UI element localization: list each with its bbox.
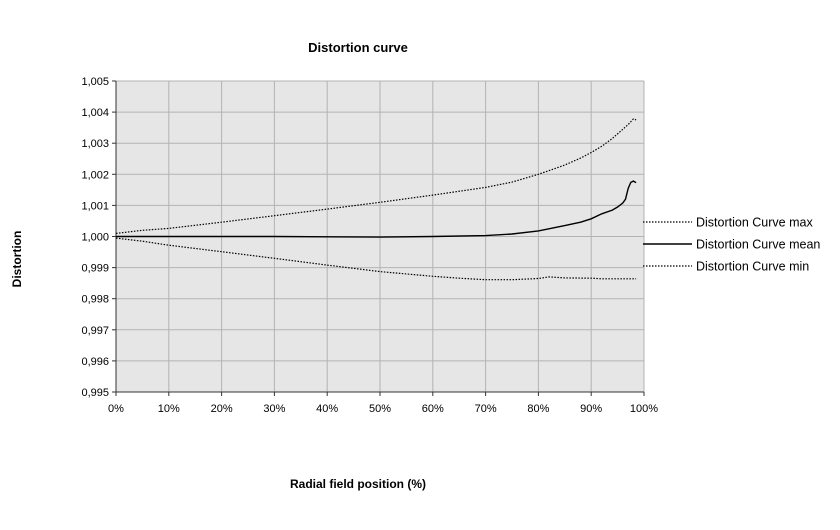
y-tick-label: 1,004	[81, 107, 109, 119]
y-tick-label: 0,995	[81, 387, 109, 399]
grid	[112, 80, 645, 396]
x-tick-label: 30%	[263, 403, 285, 415]
legend-label: Distortion Curve min	[696, 260, 809, 274]
y-axis-title: Distortion	[10, 231, 24, 288]
chart-title: Distortion curve	[308, 40, 408, 55]
x-axis-title: Radial field position (%)	[290, 477, 426, 491]
x-tick-label: 90%	[580, 403, 602, 415]
y-tick-label: 1,005	[81, 76, 109, 88]
y-tick-label: 0,998	[81, 294, 109, 306]
x-tick-label: 0%	[108, 403, 124, 415]
y-tick-label: 1,003	[81, 138, 109, 150]
series-line-1	[115, 118, 637, 234]
x-tick-label: 80%	[527, 403, 549, 415]
y-tick-label: 1,001	[81, 200, 109, 212]
series-line-2	[116, 180, 637, 238]
x-tick-label: 100%	[630, 403, 658, 415]
x-tick-label: 50%	[369, 403, 391, 415]
y-tick-label: 1,000	[81, 232, 109, 244]
x-tick-labels: 0% 10% 20% 30% 40% 50% 60% 70% 80% 90% 100%	[108, 403, 658, 415]
y-tick-label: 1,002	[81, 169, 109, 181]
x-tick-label: 20%	[211, 403, 233, 415]
legend-label: Distortion Curve mean	[696, 238, 820, 252]
legend: Distortion Curve max Distortion Curve mea…	[643, 216, 820, 274]
y-tick-label: 0,999	[81, 263, 109, 275]
series-lines	[115, 118, 637, 281]
legend-label: Distortion Curve max	[696, 216, 813, 230]
x-tick-label: 10%	[158, 403, 180, 415]
y-tick-labels: 0,995 0,996 0,997 0,998 0,999 1,000 1,001 1,002…	[81, 76, 109, 399]
x-tick-label: 70%	[475, 403, 497, 415]
x-tick-label: 60%	[422, 403, 444, 415]
x-tick-label: 40%	[316, 403, 338, 415]
y-tick-label: 0,997	[81, 325, 109, 337]
y-tick-label: 0,996	[81, 356, 109, 368]
